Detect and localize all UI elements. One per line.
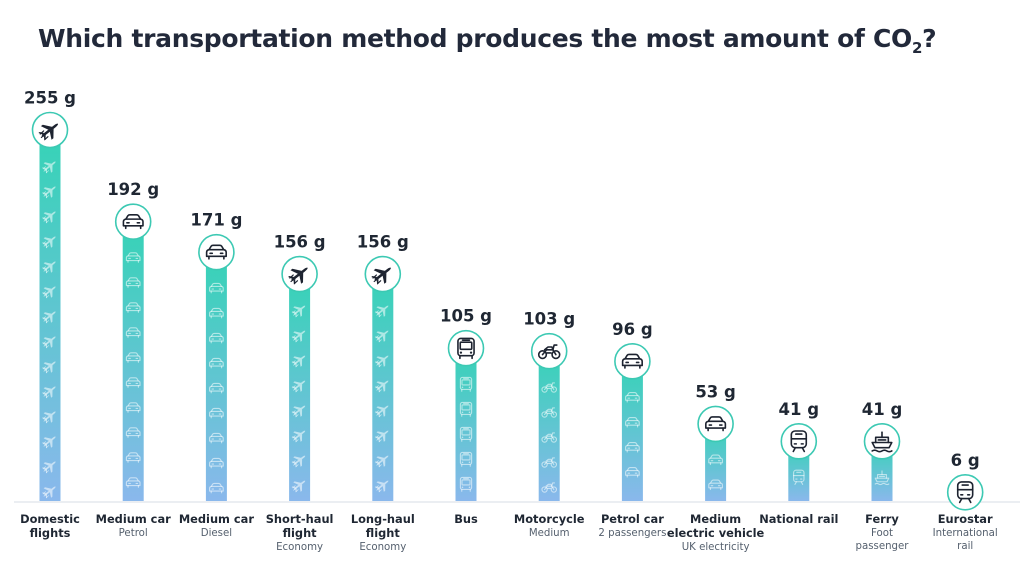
category-label: Short-haul [266, 512, 334, 526]
category-label: Eurostar [938, 512, 993, 526]
value-label: 171 g [190, 211, 242, 230]
category-sublabel: passenger [856, 541, 910, 552]
category-sublabel: Diesel [201, 528, 232, 539]
value-label: 6 g [951, 451, 980, 470]
bar-group-7: 96 g Petrol car 2 passengers [598, 320, 666, 539]
value-label: 41 g [862, 400, 903, 419]
icon-badge-1 [114, 203, 152, 240]
bar-group-1: 192 g Medium car Petrol [96, 180, 172, 539]
bar-group-10: 41 g Ferry Foot passenger [856, 400, 910, 552]
icon-badge-2 [198, 233, 235, 271]
category-sublabel: rail [957, 541, 973, 552]
icon-badge-5 [447, 329, 485, 367]
category-sublabel: UK electricity [682, 542, 750, 553]
value-label: 156 g [274, 233, 326, 252]
category-label: Motorcycle [514, 512, 585, 526]
category-label: Long-haul [351, 512, 415, 526]
bar-group-2: 171 g Medium car Diesel [179, 211, 255, 539]
bar-6 [538, 351, 560, 501]
icon-badge-11 [946, 473, 984, 511]
category-sublabel: Medium [529, 528, 570, 539]
category-label: flight [366, 526, 401, 540]
category-sublabel: International [933, 528, 998, 539]
value-label: 41 g [779, 400, 820, 419]
value-label: 255 g [24, 89, 76, 108]
category-sublabel: Economy [359, 542, 406, 553]
icon-badge-8 [697, 405, 734, 443]
bar-group-6: 103 g Motorcycle Medium [514, 310, 585, 539]
bar-7 [621, 361, 643, 501]
icon-badge-6 [530, 332, 568, 370]
icon-badge-7 [614, 343, 651, 380]
category-label: Ferry [865, 512, 899, 526]
bar-group-9: 41 g National rail [759, 400, 838, 526]
category-label: National rail [759, 512, 838, 526]
category-label: Petrol car [601, 512, 664, 526]
category-label: electric vehicle [667, 526, 765, 540]
value-label: 105 g [440, 307, 492, 326]
icon-badge-10 [863, 423, 901, 460]
category-sublabel: Economy [276, 542, 323, 553]
category-label: Medium car [179, 512, 255, 526]
icon-badge-9 [780, 423, 818, 460]
category-label: Medium car [96, 512, 172, 526]
category-label: Domestic [20, 512, 80, 526]
bar-2 [205, 252, 227, 501]
value-label: 96 g [612, 320, 653, 339]
category-label: flight [283, 526, 318, 540]
category-label: Bus [454, 512, 478, 526]
category-label: flights [30, 526, 71, 540]
value-label: 192 g [107, 180, 159, 199]
value-label: 103 g [523, 310, 575, 329]
bar-group-5: 105 g Bus [440, 307, 492, 526]
category-sublabel: 2 passengers [598, 528, 666, 539]
chart-title: Which transportation method produces the… [38, 24, 937, 57]
value-label: 53 g [695, 382, 736, 401]
category-sublabel: Foot [871, 528, 893, 539]
category-sublabel: Petrol [119, 528, 148, 539]
bar-group-11: 6 g Eurostar International rail [933, 451, 998, 552]
value-label: 156 g [357, 233, 409, 252]
category-label: Medium [690, 512, 741, 526]
